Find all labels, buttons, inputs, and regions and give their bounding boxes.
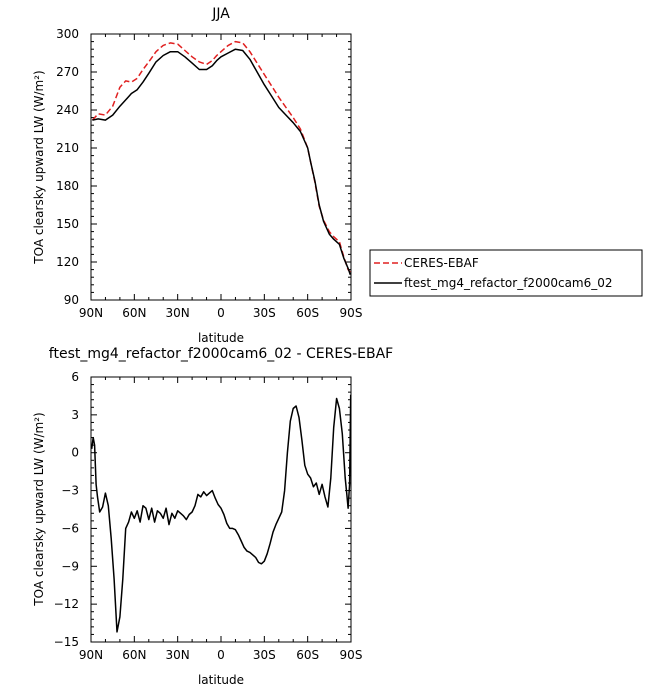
top-ytick-label: 300 bbox=[56, 27, 79, 41]
bottom-xtick-label: 30S bbox=[253, 648, 276, 662]
top-chart-xlabel: latitude bbox=[198, 331, 244, 345]
bottom-ytick-label: −9 bbox=[61, 559, 79, 573]
top-xtick-label: 30S bbox=[253, 306, 276, 320]
top-chart: JJA 90N 60N 30N 0 30S 60S 90S 90 120 150 180 210 240… bbox=[32, 6, 362, 345]
top-xtick-label: 60N bbox=[122, 306, 146, 320]
bottom-chart-lines bbox=[90, 394, 352, 633]
top-xtick-label: 60S bbox=[296, 306, 319, 320]
bottom-xtick-label: 30N bbox=[166, 648, 190, 662]
top-ytick-label: 240 bbox=[56, 103, 79, 117]
top-chart-title: JJA bbox=[211, 6, 230, 22]
top-ytick-label: 150 bbox=[56, 217, 79, 231]
top-xtick-label: 0 bbox=[217, 306, 225, 320]
top-series-line-1 bbox=[92, 48, 352, 275]
bottom-ytick-label: 0 bbox=[71, 446, 79, 460]
legend: CERES-EBAF ftest_mg4_refactor_f2000cam6_… bbox=[369, 249, 643, 297]
bottom-ytick-label: −15 bbox=[54, 635, 79, 649]
bottom-chart-xlabel: latitude bbox=[198, 673, 244, 687]
top-ytick-label: 180 bbox=[56, 179, 79, 193]
bottom-ytick-label: −6 bbox=[61, 521, 79, 535]
bottom-xtick-label: 90N bbox=[79, 648, 103, 662]
bottom-ytick-label: −12 bbox=[54, 597, 79, 611]
top-chart-ylabel: TOA clearsky upward LW (W/m²) bbox=[32, 70, 46, 264]
legend-label-model: ftest_mg4_refactor_f2000cam6_02 bbox=[404, 276, 613, 290]
legend-label-ceres: CERES-EBAF bbox=[404, 256, 479, 270]
top-series-line-0 bbox=[91, 40, 351, 273]
bottom-xtick-label: 90S bbox=[340, 648, 363, 662]
bottom-chart: ftest_mg4_refactor_f2000cam6_02 - CERES-… bbox=[32, 346, 393, 687]
top-ytick-label: 270 bbox=[56, 65, 79, 79]
bottom-series-line-0 bbox=[90, 394, 352, 633]
top-ytick-label: 90 bbox=[64, 293, 79, 307]
top-chart-lines bbox=[91, 40, 352, 275]
top-xtick-label: 90N bbox=[79, 306, 103, 320]
bottom-xtick-label: 0 bbox=[217, 648, 225, 662]
legend-box bbox=[369, 249, 643, 297]
bottom-chart-ticks: 90N 60N 30N 0 30S 60S 90S −15 −12 −9 −6 −3 0 3 6 bbox=[54, 370, 363, 662]
top-xtick-label: 30N bbox=[166, 306, 190, 320]
bottom-ytick-label: 6 bbox=[71, 370, 79, 384]
bottom-ytick-label: −3 bbox=[61, 484, 79, 498]
top-ytick-label: 210 bbox=[56, 141, 79, 155]
top-chart-ticks: 90N 60N 30N 0 30S 60S 90S 90 120 150 180 210 240 270 3… bbox=[56, 27, 362, 320]
top-ytick-label: 120 bbox=[56, 255, 79, 269]
bottom-xtick-label: 60S bbox=[296, 648, 319, 662]
bottom-xtick-label: 60N bbox=[122, 648, 146, 662]
bottom-chart-ylabel: TOA clearsky upward LW (W/m²) bbox=[32, 412, 46, 606]
top-xtick-label: 90S bbox=[340, 306, 363, 320]
bottom-chart-title: ftest_mg4_refactor_f2000cam6_02 - CERES-… bbox=[49, 346, 393, 362]
bottom-ytick-label: 3 bbox=[71, 408, 79, 422]
